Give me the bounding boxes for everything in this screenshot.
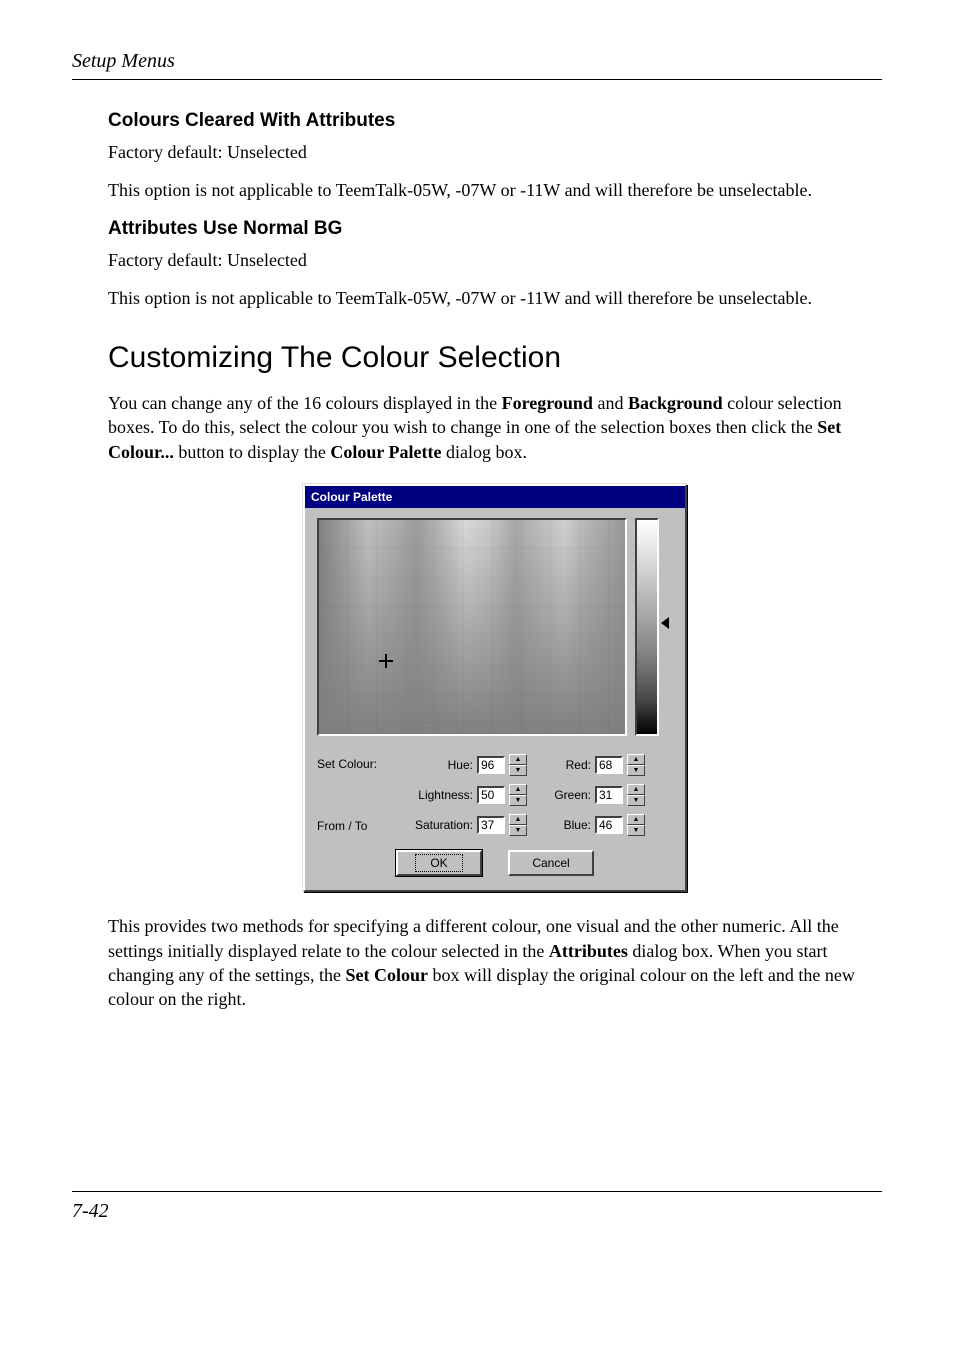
- colour-palette-dialog: Colour Palette Set Colour:: [303, 484, 687, 892]
- dialog-figure: Colour Palette Set Colour:: [108, 484, 882, 892]
- hue-stepper: ▲ ▼: [509, 754, 527, 776]
- ok-button[interactable]: OK: [396, 850, 482, 876]
- label-from-to: From / To: [317, 818, 401, 834]
- crosshair-icon: [379, 654, 393, 668]
- dialog-buttons: OK Cancel: [317, 850, 673, 876]
- label-hue: Hue:: [411, 757, 473, 773]
- spin-up-icon[interactable]: ▲: [509, 754, 527, 765]
- lightness-stepper: ▲ ▼: [509, 784, 527, 806]
- hue-input[interactable]: [477, 756, 505, 774]
- spin-down-icon[interactable]: ▼: [509, 765, 527, 776]
- spin-up-icon[interactable]: ▲: [509, 814, 527, 825]
- spin-up-icon[interactable]: ▲: [509, 784, 527, 795]
- page-number: 7-42: [72, 1198, 882, 1225]
- hue-saturation-picker[interactable]: [317, 518, 627, 736]
- blue-input[interactable]: [595, 816, 623, 834]
- footer-rule: [72, 1191, 882, 1192]
- intro-paragraph: You can change any of the 16 colours dis…: [108, 391, 882, 464]
- green-row: Green: ▲ ▼: [549, 784, 645, 806]
- text: You can change any of the 16 colours dis…: [108, 393, 502, 413]
- document-page: Setup Menus Colours Cleared With Attribu…: [0, 0, 954, 1273]
- label-set-colour: Set Colour:: [317, 756, 401, 772]
- bold-attributes: Attributes: [549, 941, 628, 961]
- saturation-stepper: ▲ ▼: [509, 814, 527, 836]
- bold-background: Background: [628, 393, 723, 413]
- blue-row: Blue: ▲ ▼: [549, 814, 645, 836]
- left-labels: Set Colour: From / To: [317, 754, 401, 836]
- hls-column: Hue: ▲ ▼ Lightness:: [411, 754, 527, 836]
- outro-paragraph: This provides two methods for specifying…: [108, 914, 882, 1011]
- bold-foreground: Foreground: [502, 393, 593, 413]
- section-title-colours-cleared: Colours Cleared With Attributes: [108, 108, 882, 134]
- dialog-body: Set Colour: From / To Hue: ▲ ▼: [305, 508, 685, 890]
- cancel-button[interactable]: Cancel: [508, 850, 594, 876]
- desc-2: This option is not applicable to TeemTal…: [108, 286, 882, 310]
- red-stepper: ▲ ▼: [627, 754, 645, 776]
- dialog-titlebar[interactable]: Colour Palette: [305, 486, 685, 508]
- page-content: Colours Cleared With Attributes Factory …: [108, 108, 882, 1011]
- red-row: Red: ▲ ▼: [549, 754, 645, 776]
- bold-colour-palette: Colour Palette: [330, 442, 441, 462]
- spin-down-icon[interactable]: ▼: [627, 825, 645, 836]
- factory-default-1: Factory default: Unselected: [108, 140, 882, 164]
- saturation-input[interactable]: [477, 816, 505, 834]
- header-rule: [72, 79, 882, 80]
- red-input[interactable]: [595, 756, 623, 774]
- spin-down-icon[interactable]: ▼: [509, 795, 527, 806]
- spin-up-icon[interactable]: ▲: [627, 814, 645, 825]
- bold-set-colour-2: Set Colour: [345, 965, 428, 985]
- rgb-column: Red: ▲ ▼ Green:: [549, 754, 645, 836]
- spinner-columns: Hue: ▲ ▼ Lightness:: [411, 754, 645, 836]
- controls-row: Set Colour: From / To Hue: ▲ ▼: [317, 754, 673, 836]
- spin-down-icon[interactable]: ▼: [627, 795, 645, 806]
- text: dialog box.: [442, 442, 528, 462]
- luminance-column: [635, 518, 659, 736]
- spin-down-icon[interactable]: ▼: [509, 825, 527, 836]
- picker-row: [317, 518, 673, 736]
- running-header: Setup Menus: [72, 48, 882, 75]
- spin-down-icon[interactable]: ▼: [627, 765, 645, 776]
- blue-stepper: ▲ ▼: [627, 814, 645, 836]
- lightness-input[interactable]: [477, 786, 505, 804]
- green-input[interactable]: [595, 786, 623, 804]
- label-green: Green:: [549, 787, 591, 803]
- section-title-attributes-bg: Attributes Use Normal BG: [108, 216, 882, 242]
- text: button to display the: [174, 442, 331, 462]
- text: and: [593, 393, 628, 413]
- label-saturation: Saturation:: [411, 817, 473, 833]
- luminance-arrow-icon[interactable]: [661, 617, 669, 629]
- lightness-row: Lightness: ▲ ▼: [411, 784, 527, 806]
- spin-up-icon[interactable]: ▲: [627, 754, 645, 765]
- saturation-row: Saturation: ▲ ▼: [411, 814, 527, 836]
- heading-customizing-colour: Customizing The Colour Selection: [108, 338, 882, 379]
- luminance-slider[interactable]: [635, 518, 659, 736]
- green-stepper: ▲ ▼: [627, 784, 645, 806]
- spin-up-icon[interactable]: ▲: [627, 784, 645, 795]
- label-blue: Blue:: [549, 817, 591, 833]
- ok-label: OK: [416, 855, 461, 871]
- desc-1: This option is not applicable to TeemTal…: [108, 178, 882, 202]
- label-lightness: Lightness:: [411, 787, 473, 803]
- hue-row: Hue: ▲ ▼: [411, 754, 527, 776]
- label-red: Red:: [549, 757, 591, 773]
- factory-default-2: Factory default: Unselected: [108, 248, 882, 272]
